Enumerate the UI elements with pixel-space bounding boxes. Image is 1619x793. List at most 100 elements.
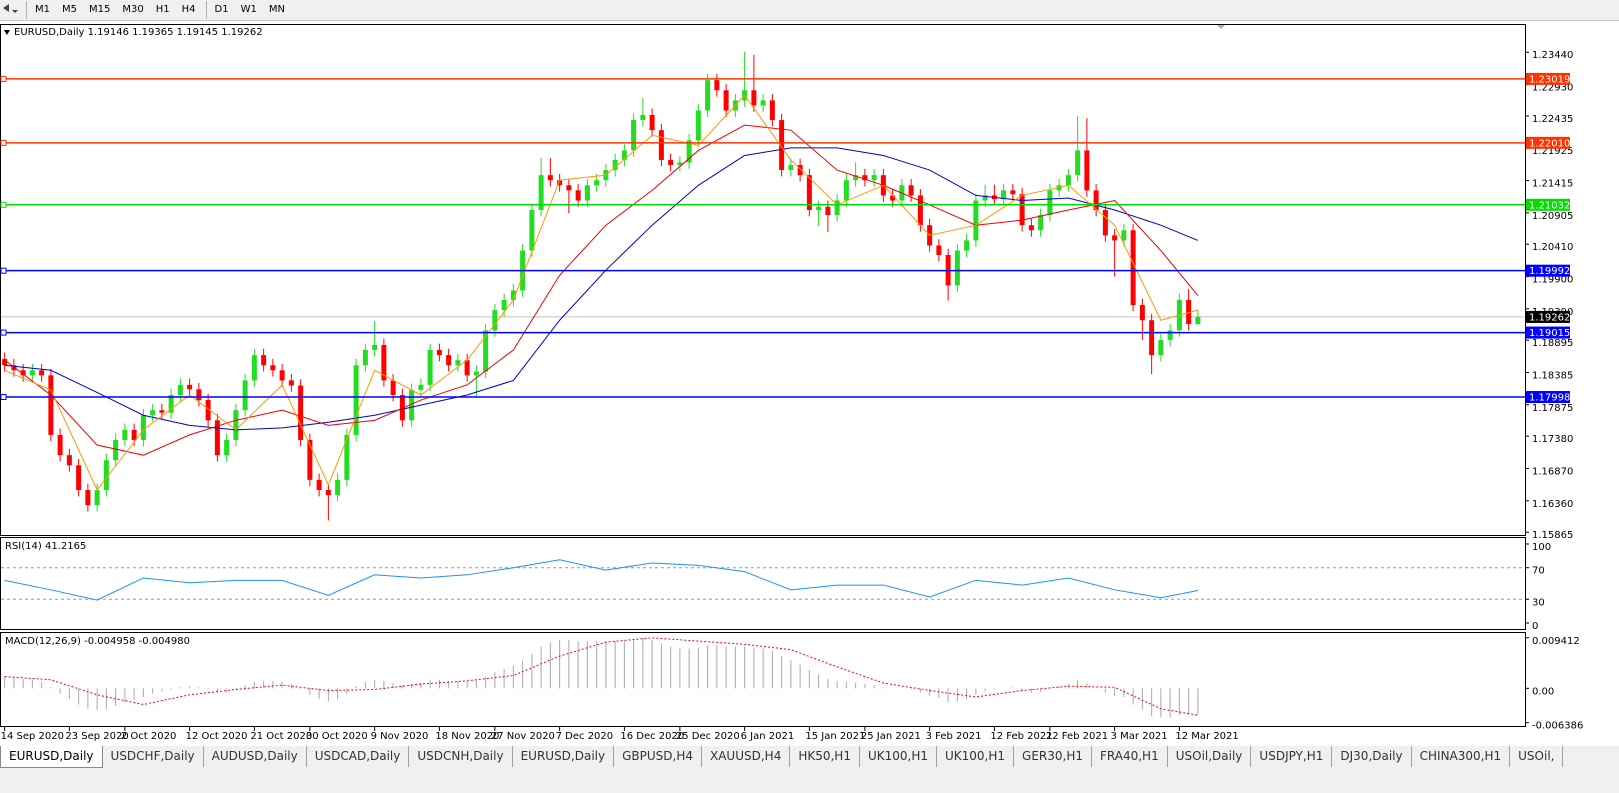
y-tick-label: 1.20410 (1532, 242, 1573, 253)
candle-body (214, 420, 220, 456)
candle-body (1065, 175, 1071, 186)
candle-body (705, 80, 711, 111)
rsi-title: RSI(14) 41.2165 (5, 541, 86, 552)
x-tick-label: 23 Sep 2020 (65, 731, 128, 742)
x-tick-label: 18 Nov 2020 (435, 731, 499, 742)
timeframe-button[interactable]: M30 (122, 4, 144, 15)
symbol-tab[interactable]: FRA40,H1 (1092, 746, 1168, 767)
y-tick-label: 1.16870 (1532, 466, 1573, 477)
y-tick-label: 1.19900 (1532, 275, 1573, 286)
candle-body (464, 360, 470, 376)
level-tag (1526, 136, 1570, 149)
symbol-tab[interactable]: UK100,H1 (937, 746, 1015, 767)
level-anchor (0, 139, 7, 146)
symbol-tab[interactable]: GBPUSD,H4 (614, 746, 702, 767)
symbol-tab[interactable]: HK50,H1 (790, 746, 860, 767)
main-panel (0, 24, 1526, 536)
x-tick-label: 14 Sep 2020 (1, 731, 64, 742)
candle-body (695, 110, 701, 141)
candle-body (751, 90, 757, 106)
timeframe-button[interactable]: M1 (35, 4, 50, 15)
candle-body (964, 240, 970, 251)
candle-body (871, 175, 877, 181)
candle-body (954, 250, 960, 286)
candle-body (325, 490, 331, 496)
y-tick-label: 1.16360 (1532, 499, 1573, 510)
chart-background (0, 21, 1619, 746)
y-tick-label: 70 (1532, 566, 1545, 577)
symbol-tab[interactable]: EURUSD,Daily (0, 746, 103, 768)
candle-body (760, 100, 766, 106)
symbol-tab[interactable]: USOil,Daily (1168, 746, 1252, 767)
symbol-tab[interactable]: XAUUSD,H4 (702, 746, 791, 767)
main-title: EURUSD,Daily 1.19146 1.19365 1.19145 1.1… (14, 27, 263, 38)
candle-body (1093, 190, 1099, 210)
candle-body (1028, 225, 1034, 231)
x-tick-label: 27 Nov 2020 (491, 731, 555, 742)
candle-body (233, 410, 239, 440)
y-tick-label: 0.00 (1532, 686, 1554, 697)
y-tick-label: 1.21925 (1532, 146, 1573, 157)
timeframe-button[interactable]: D1 (214, 4, 229, 15)
level-tag-label: 1.17998 (1529, 393, 1570, 404)
candle-body (344, 434, 350, 480)
level-tag (1526, 72, 1570, 85)
candle-body (917, 195, 923, 226)
symbol-tab[interactable]: CHINA300,H1 (1412, 746, 1511, 767)
level-tag-label: 1.19992 (1529, 266, 1570, 277)
timeframe-button[interactable]: MN (268, 4, 285, 15)
candle-body (575, 190, 581, 201)
candle-body (418, 384, 424, 390)
symbol-tab[interactable]: USOil, (1510, 746, 1564, 767)
symbol-tab[interactable]: USDCNH,Daily (409, 746, 513, 767)
candle-body (557, 180, 563, 186)
candle-body (529, 209, 535, 251)
symbol-tab[interactable]: DJ30,Daily (1332, 746, 1412, 767)
symbol-menu-arrow[interactable] (4, 30, 10, 35)
candle-body (85, 490, 91, 506)
level-anchor (0, 267, 7, 274)
candle-body (640, 114, 646, 121)
timeframe-button[interactable]: M5 (62, 4, 77, 15)
candle-body (853, 175, 859, 181)
candle-body (150, 410, 156, 416)
x-tick-label: 2 Oct 2020 (121, 731, 176, 742)
y-tick-label: 0 (1532, 621, 1538, 632)
symbol-tab[interactable]: EURUSD,Daily (513, 746, 615, 767)
symbol-tab[interactable]: GER30,H1 (1014, 746, 1092, 767)
symbol-tab[interactable]: USDJPY,H1 (1251, 746, 1333, 767)
candle-body (57, 434, 63, 456)
symbol-tab[interactable]: UK100,H1 (860, 746, 937, 767)
candle-body (187, 384, 193, 390)
timeframe-button[interactable]: H4 (181, 4, 196, 15)
symbol-tab[interactable]: USDCAD,Daily (307, 746, 410, 767)
signal-line (4, 637, 1198, 716)
y-tick-label: 0.009412 (1532, 636, 1580, 647)
candle-body (473, 371, 479, 376)
candle-body (455, 360, 461, 366)
candle-body (973, 200, 979, 241)
timeframe-button[interactable]: H1 (155, 4, 170, 15)
candle-body (1102, 209, 1108, 236)
candle-body (307, 439, 313, 480)
timeframe-button[interactable]: M15 (89, 4, 111, 15)
candle-body (862, 175, 868, 181)
symbol-tab[interactable]: USDCHF,Daily (103, 746, 204, 767)
shift-marker (1217, 25, 1225, 29)
candle-body (723, 90, 729, 111)
timeframe-button[interactable]: W1 (240, 4, 257, 15)
candle-body (353, 365, 359, 435)
level-tag-label: 1.22010 (1529, 138, 1570, 149)
candle-body (224, 439, 230, 456)
candle-body (584, 185, 590, 201)
rsi-line (4, 559, 1198, 601)
candle-body (649, 114, 655, 131)
symbol-tab[interactable]: AUDUSD,Daily (204, 746, 307, 767)
symbol-tabs: EURUSD,Daily USDCHF,Daily AUDUSD,Daily USDC… (0, 746, 1619, 768)
candle-body (788, 165, 794, 171)
level-tag (1526, 198, 1570, 211)
candle-body (298, 385, 304, 440)
toolbar-icon[interactable] (0, 0, 22, 20)
timeframe-group: M1 M5 M15 M30 H1 H4 (26, 1, 202, 19)
candle-body (612, 159, 618, 171)
